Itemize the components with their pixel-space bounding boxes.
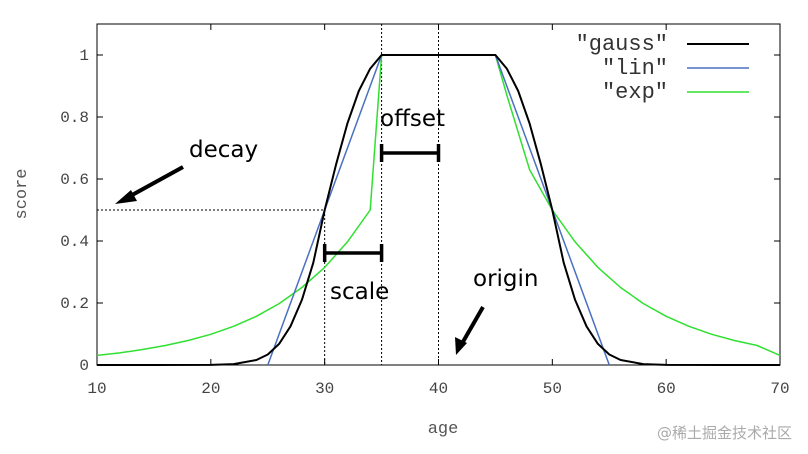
decay-arrowhead — [115, 190, 137, 204]
y-tick-label: 1 — [79, 47, 89, 65]
y-axis-label: score — [13, 168, 32, 219]
annotations: decay offset scale origin — [115, 106, 539, 355]
decay-label: decay — [189, 137, 258, 163]
scale-label: scale — [330, 279, 389, 305]
x-tick-label: 40 — [429, 380, 448, 398]
offset-label: offset — [380, 106, 445, 132]
origin-label: origin — [473, 266, 539, 292]
y-tick-label: 0.2 — [60, 295, 89, 313]
offset-bracket — [379, 144, 441, 162]
origin-arrow — [458, 306, 485, 348]
x-tick-label: 10 — [87, 380, 106, 398]
legend: "gauss""lin""exp" — [576, 32, 749, 105]
x-tick-label: 20 — [201, 380, 220, 398]
x-tick-label: 50 — [543, 380, 562, 398]
y-ticks: 0 0.2 0.4 0.6 0.8 1 — [60, 47, 780, 375]
watermark: @稀土掘金技术社区 — [657, 424, 792, 442]
plot-area: 10 20 30 40 50 60 70 0 0.2 0.4 0.6 0.8 1 — [60, 23, 790, 398]
y-tick-label: 0.8 — [60, 109, 89, 127]
x-tick-label: 70 — [770, 380, 789, 398]
y-tick-label: 0.6 — [60, 171, 89, 189]
x-tick-label: 60 — [657, 380, 676, 398]
x-tick-label: 30 — [315, 380, 334, 398]
scale-bracket — [322, 244, 384, 262]
y-tick-label: 0.4 — [60, 233, 89, 251]
x-axis-label: age — [428, 420, 459, 439]
series-lines — [96, 54, 781, 366]
legend-label-exp: "exp" — [602, 80, 668, 105]
guide-lines — [97, 24, 439, 365]
series-line-gauss — [97, 54, 780, 366]
y-tick-label: 0 — [79, 357, 89, 375]
origin-arrowhead — [455, 337, 467, 355]
legend-label-lin: "lin" — [602, 56, 668, 81]
legend-label-gauss: "gauss" — [576, 32, 668, 57]
